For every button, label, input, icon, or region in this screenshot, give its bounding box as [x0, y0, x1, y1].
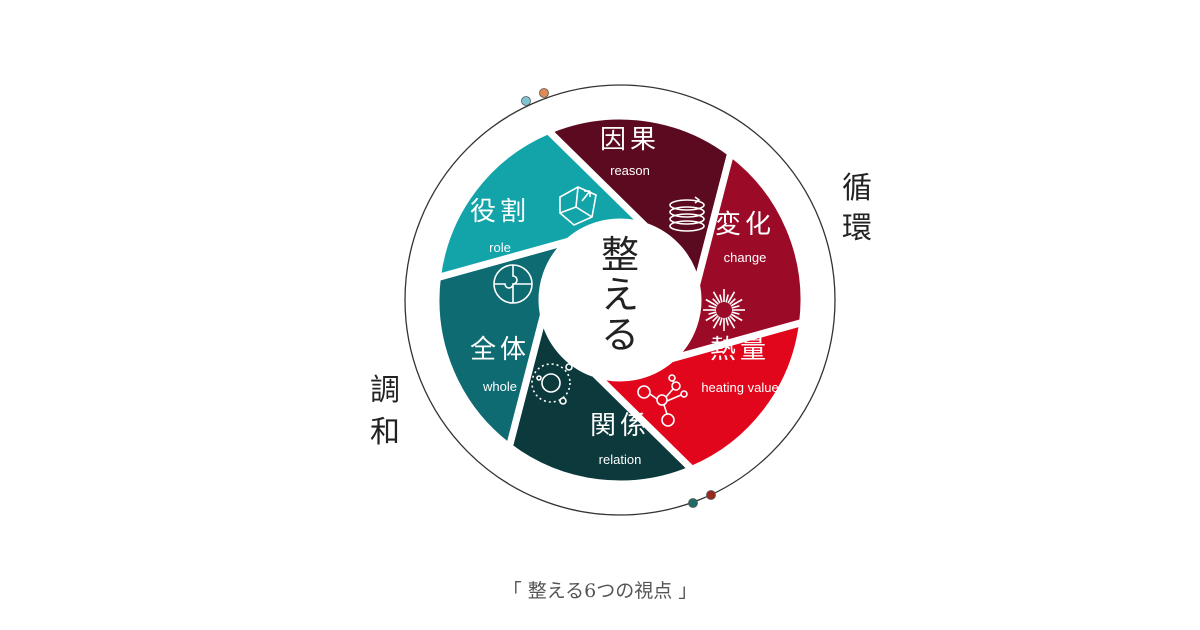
- svg-text:る: る: [601, 313, 639, 357]
- center-label: 整 え る: [601, 233, 639, 357]
- segment-label-jp: 関係: [590, 411, 650, 441]
- segment-label-jp: 熱量: [710, 335, 770, 365]
- caption: 「 整える6つの視点 」: [502, 580, 698, 602]
- segment-label-en: role: [489, 240, 511, 255]
- svg-text:和: 和: [370, 415, 400, 450]
- ring-dot: [539, 88, 549, 98]
- segment-reason: [541, 112, 735, 286]
- svg-text:環: 環: [842, 211, 872, 246]
- cube-arrow-icon: [559, 186, 597, 226]
- segment-label-en: reason: [610, 163, 650, 178]
- segment-label-jp: 全体: [470, 335, 530, 365]
- svg-text:調: 調: [370, 373, 400, 408]
- segment-heating-value: [592, 317, 807, 474]
- outer-ring: [404, 84, 836, 516]
- segment-relation: [505, 314, 699, 488]
- segment-label-jp: 因果: [600, 125, 660, 155]
- orbit-icon: [531, 363, 573, 405]
- side-label-left: 調 和: [370, 373, 400, 450]
- svg-text:循: 循: [842, 171, 872, 206]
- segment-label-en: change: [724, 250, 767, 265]
- ring-dot: [706, 490, 716, 500]
- spiral-coil-icon: [669, 196, 705, 232]
- puzzle-circle-icon: [493, 264, 533, 304]
- segment-change: [668, 147, 808, 363]
- segment-label-en: heating value: [701, 380, 778, 395]
- burst-icon: [703, 289, 745, 331]
- segment-label-jp: 役割: [470, 197, 530, 227]
- ring-dot: [521, 96, 531, 106]
- ring-dot: [688, 498, 698, 508]
- svg-text:え: え: [601, 273, 639, 317]
- segment-label-en: relation: [599, 452, 642, 467]
- segment-role: [433, 126, 648, 283]
- svg-text:整: 整: [601, 233, 639, 277]
- network-nodes-icon: [637, 374, 688, 427]
- segment-whole: [432, 237, 572, 453]
- side-label-right: 循 環: [842, 171, 872, 246]
- segment-label-en: whole: [482, 379, 517, 394]
- segment-label-jp: 変化: [715, 210, 775, 240]
